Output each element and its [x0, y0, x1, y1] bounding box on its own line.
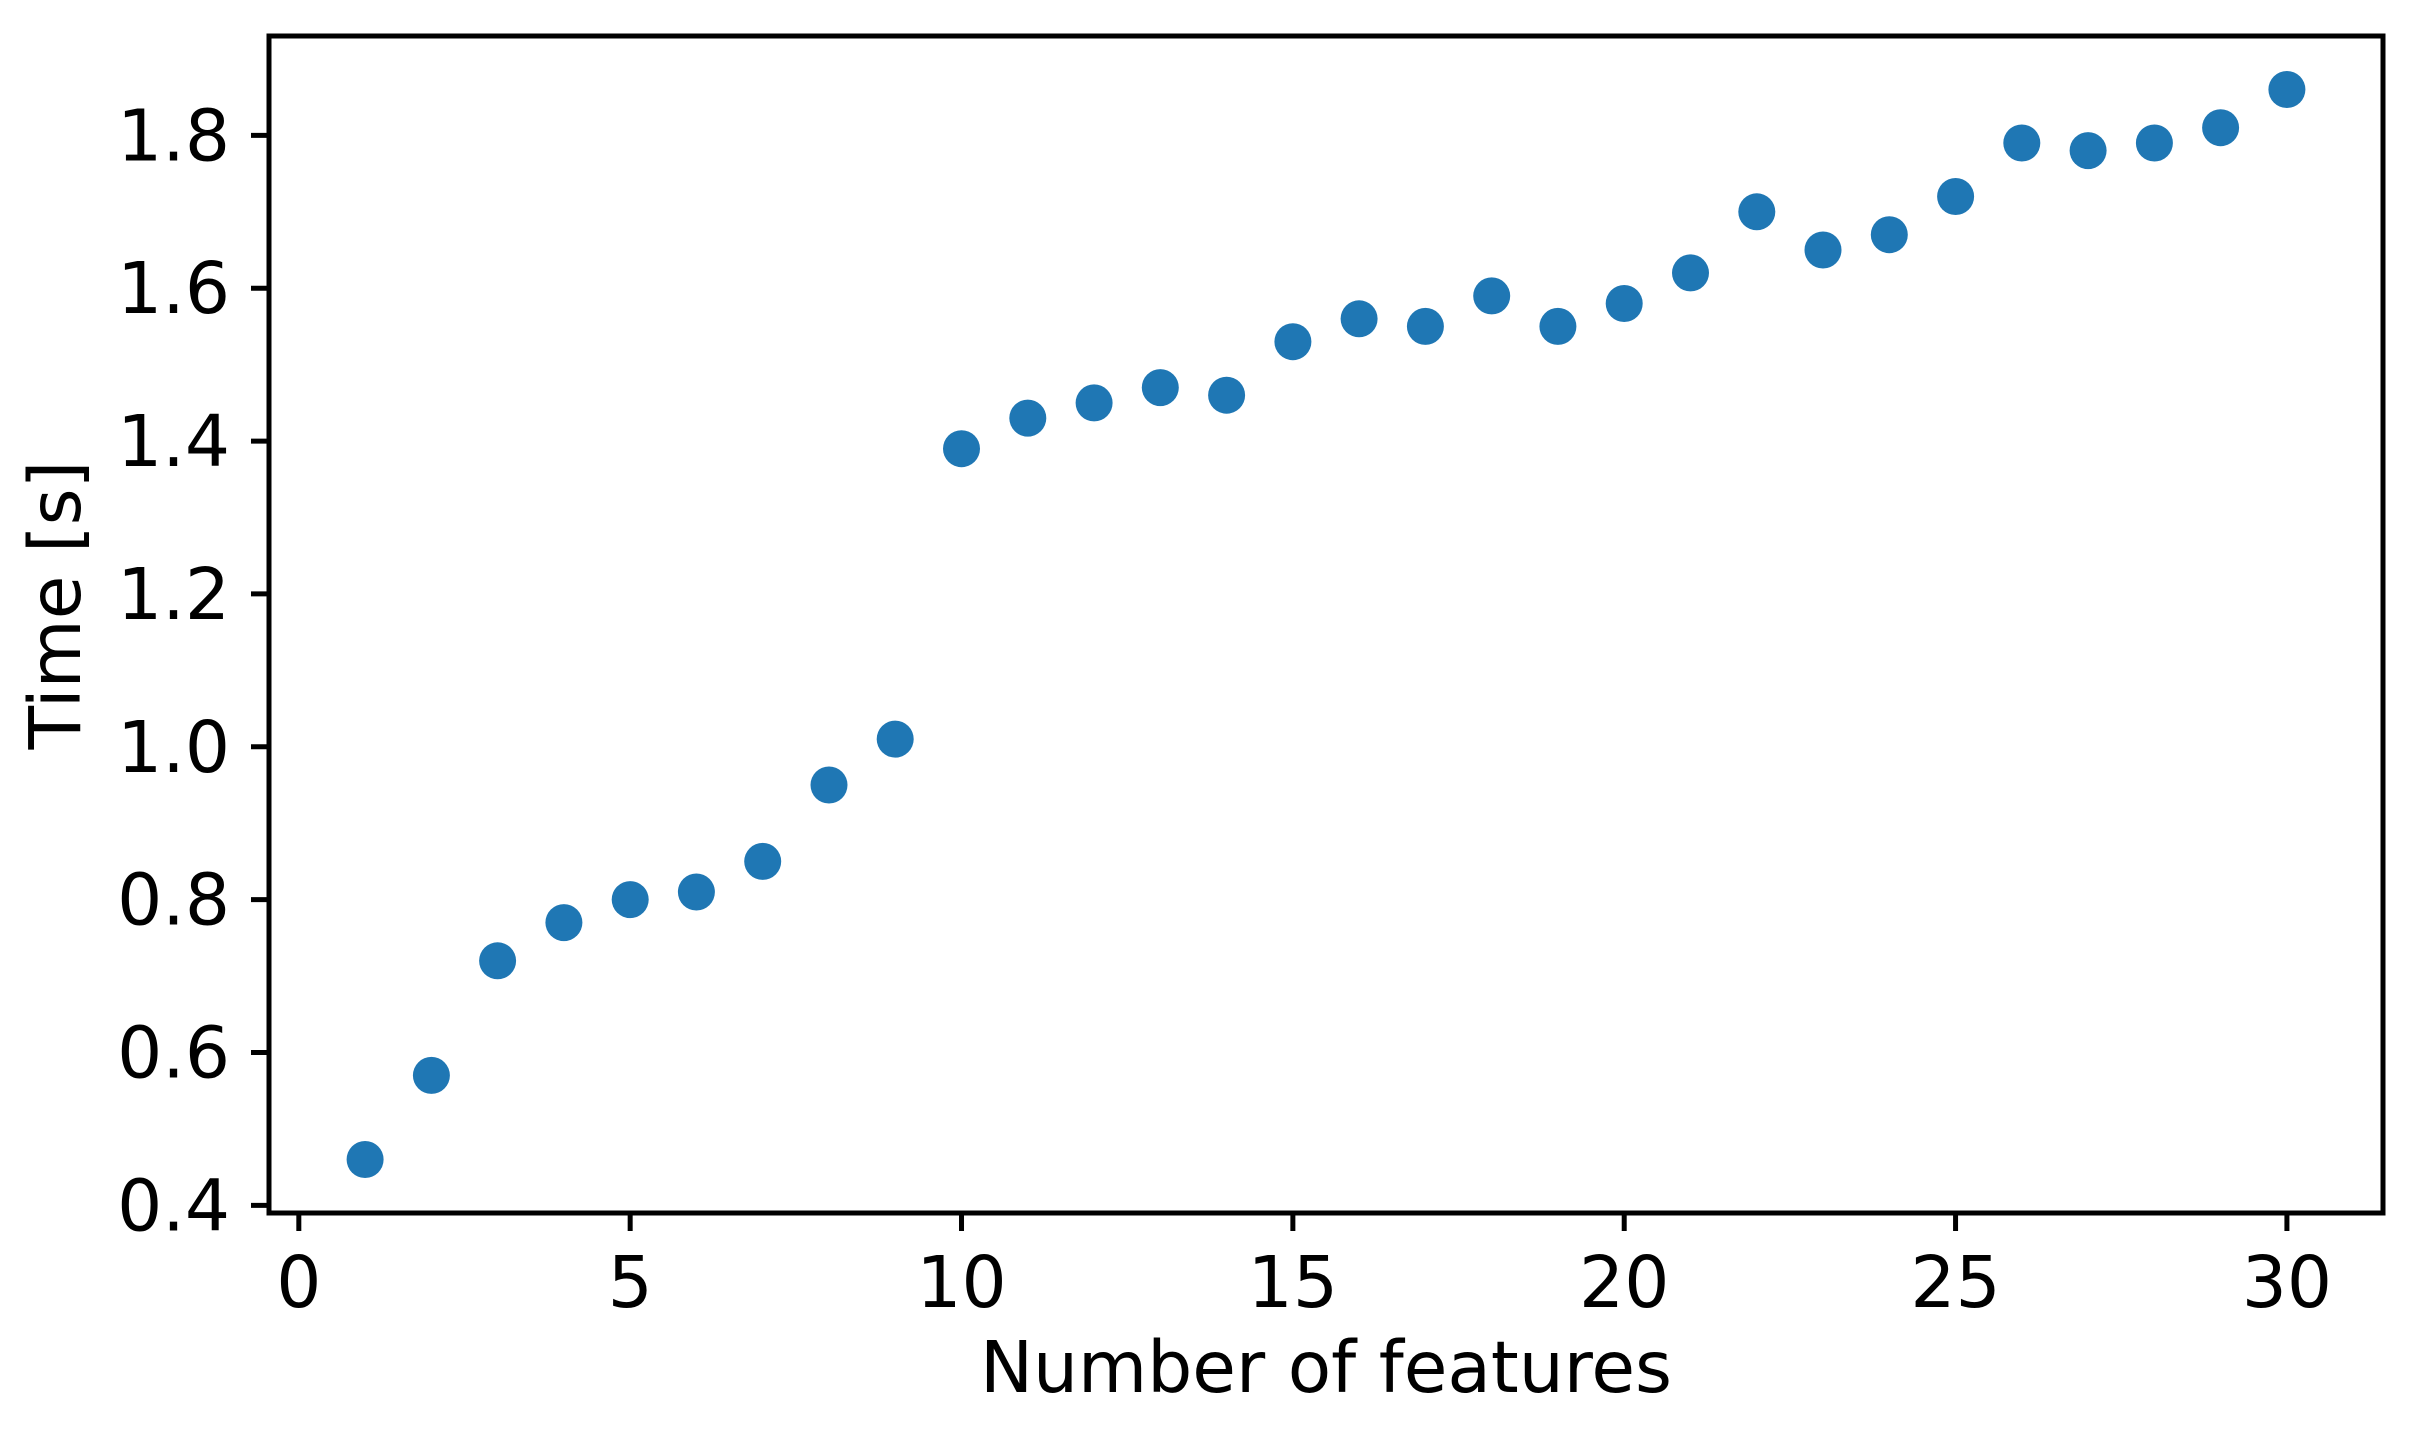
data-point	[2202, 109, 2240, 147]
data-point	[1870, 216, 1908, 254]
data-point	[479, 942, 517, 980]
y-tick-label: 1.0	[117, 706, 230, 789]
data-point	[1274, 323, 1312, 361]
y-tick-label: 1.2	[117, 553, 230, 636]
data-point	[1937, 178, 1975, 215]
plot-border	[266, 33, 2386, 1216]
y-tick-label: 1.6	[117, 247, 230, 330]
x-tick-label: 30	[2242, 1241, 2332, 1324]
x-tick-label: 25	[1910, 1241, 2000, 1324]
data-point	[1539, 307, 1577, 345]
data-point	[1804, 231, 1842, 269]
data-point	[2003, 124, 2041, 162]
x-tick-label: 10	[916, 1241, 1006, 1324]
x-tick-label: 0	[276, 1241, 321, 1324]
y-tick-label: 0.4	[117, 1164, 230, 1247]
data-point	[1473, 277, 1511, 315]
data-point	[677, 873, 715, 911]
axes-spines	[266, 33, 2386, 1216]
data-point	[1340, 300, 1378, 338]
y-tick-label: 0.6	[117, 1012, 230, 1095]
y-tick-label: 0.8	[117, 859, 230, 942]
x-tick-label: 5	[608, 1241, 653, 1324]
data-point	[346, 1141, 384, 1178]
x-axis-ticks: 0 5 10 15 20 25 30	[276, 1213, 2332, 1324]
x-axis-label: Number of features	[980, 1326, 1672, 1409]
data-point	[744, 842, 782, 880]
data-point	[1406, 307, 1444, 345]
data-point	[1738, 193, 1776, 231]
y-tick-label: 1.4	[117, 400, 230, 483]
data-point	[611, 881, 649, 919]
y-axis-label: Time [s]	[14, 461, 97, 751]
data-point	[2268, 71, 2306, 108]
data-point	[943, 430, 980, 468]
data-point	[412, 1056, 450, 1094]
data-point	[1009, 399, 1047, 437]
y-tick-label: 1.8	[117, 94, 230, 177]
data-point	[1208, 376, 1246, 414]
data-point	[1141, 369, 1179, 407]
data-point	[2069, 132, 2107, 170]
x-tick-label: 15	[1248, 1241, 1338, 1324]
data-point	[1672, 254, 1709, 292]
data-points-group	[346, 71, 2306, 1178]
data-point	[1075, 384, 1113, 422]
x-tick-label: 20	[1579, 1241, 1669, 1324]
data-point	[2135, 124, 2173, 162]
y-axis-ticks: 0.4 0.6 0.8 1.0 1.2 1.4 1.6 1.8	[117, 94, 269, 1247]
data-point	[545, 904, 583, 942]
data-point	[1605, 285, 1643, 322]
data-point	[876, 720, 914, 758]
data-point	[810, 766, 848, 804]
